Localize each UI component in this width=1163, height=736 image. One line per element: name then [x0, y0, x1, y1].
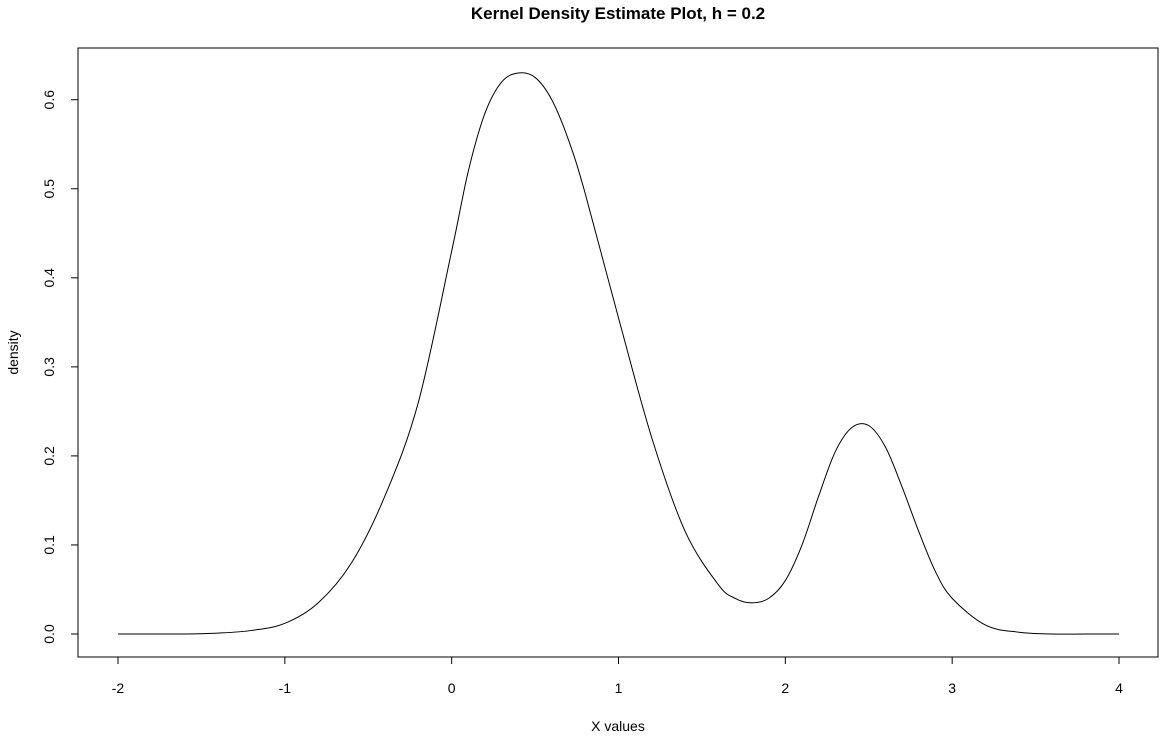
x-axis: -2 -1 0 1 2 3 4 [112, 656, 1123, 696]
y-axis: 0.0 0.1 0.2 0.3 0.4 0.5 0.6 [41, 90, 79, 644]
x-tick-label: 4 [1115, 680, 1123, 696]
plot-frame [77, 47, 1159, 658]
y-tick-label: 0.1 [41, 535, 57, 555]
x-tick-label: -1 [279, 680, 292, 696]
x-tick-label: 2 [781, 680, 789, 696]
y-axis-label: density [5, 330, 21, 374]
x-tick-label: 3 [948, 680, 956, 696]
y-tick-label: 0.6 [41, 90, 57, 110]
y-tick-label: 0.2 [41, 446, 57, 466]
y-tick-label: 0.3 [41, 357, 57, 377]
x-axis-label: X values [591, 718, 645, 734]
y-tick-label: 0.0 [41, 624, 57, 644]
x-tick-label: -2 [112, 680, 125, 696]
density-curve [118, 72, 1119, 635]
chart-title: Kernel Density Estimate Plot, h = 0.2 [471, 4, 765, 23]
y-tick-label: 0.4 [41, 268, 57, 288]
x-tick-label: 1 [615, 680, 623, 696]
x-tick-label: 0 [448, 680, 456, 696]
y-tick-label: 0.5 [41, 179, 57, 199]
